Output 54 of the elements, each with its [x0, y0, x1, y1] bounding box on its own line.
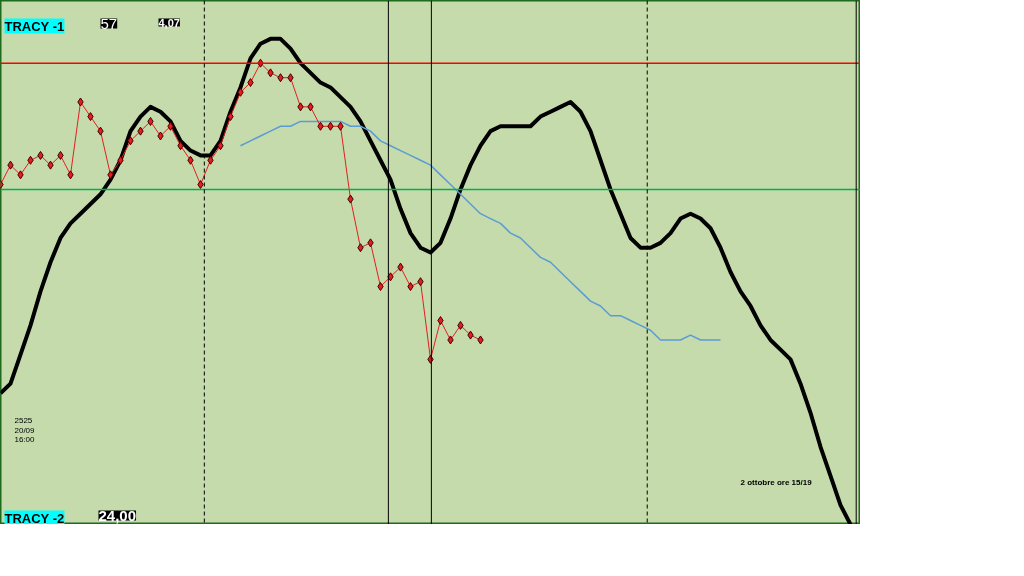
point	[37, 150, 44, 160]
point	[7, 160, 14, 170]
point	[27, 155, 34, 165]
point	[457, 320, 464, 330]
point	[387, 272, 394, 282]
point	[187, 155, 194, 165]
point	[107, 170, 114, 180]
point	[47, 160, 54, 170]
point	[217, 141, 224, 151]
point	[77, 97, 84, 107]
point	[287, 73, 294, 83]
text: TRACY -1	[4, 18, 65, 34]
point	[297, 102, 304, 112]
point	[157, 131, 164, 141]
point	[417, 277, 424, 287]
point	[427, 354, 434, 364]
point	[337, 121, 344, 131]
point	[177, 141, 184, 151]
point	[207, 155, 214, 165]
point	[357, 243, 364, 253]
point	[127, 136, 134, 146]
point	[97, 126, 104, 136]
point	[57, 150, 64, 160]
point	[347, 194, 354, 204]
point	[367, 238, 374, 248]
point	[117, 155, 124, 165]
point	[237, 87, 244, 97]
point	[147, 116, 154, 126]
annotation: TRACY -2	[4, 510, 65, 526]
point	[467, 330, 474, 340]
text: 57	[100, 14, 118, 32]
point	[267, 68, 274, 78]
point	[67, 170, 74, 180]
point	[317, 121, 324, 131]
point	[197, 180, 204, 190]
annotation: 2 ottobre ore 15/19	[740, 477, 813, 487]
point	[277, 73, 284, 83]
annotation: 24,00	[98, 506, 137, 524]
annotation: 2525 20/09 16:00	[14, 415, 36, 445]
point	[247, 78, 254, 88]
point	[87, 112, 94, 122]
point	[167, 121, 174, 131]
point	[377, 282, 384, 292]
point	[477, 335, 484, 345]
point	[327, 121, 334, 131]
point	[407, 282, 414, 292]
point	[227, 112, 234, 122]
point	[397, 262, 404, 272]
point	[307, 102, 314, 112]
text: 4,07	[158, 16, 180, 29]
point	[437, 316, 444, 326]
point	[17, 170, 24, 180]
point	[137, 126, 144, 136]
point	[447, 335, 454, 345]
